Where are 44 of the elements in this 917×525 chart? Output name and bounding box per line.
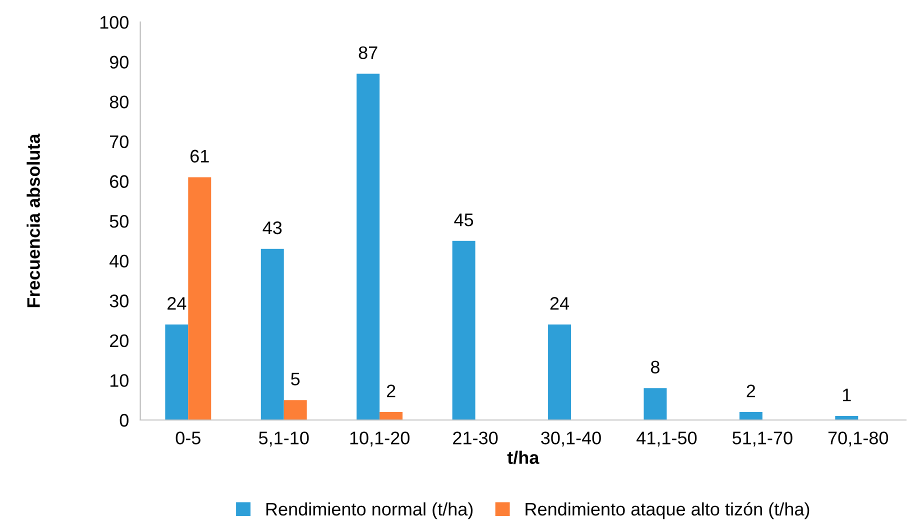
- bar: [260, 248, 284, 420]
- x-tick-label: 21-30: [453, 432, 498, 444]
- x-tick-label: 70,1-80: [828, 432, 888, 447]
- y-tick-label: 80: [110, 96, 128, 108]
- data-label: 87: [358, 46, 378, 60]
- bar: [165, 324, 188, 420]
- y-tick-label: 40: [110, 254, 128, 268]
- bar: [380, 412, 403, 420]
- bar: [188, 177, 212, 420]
- x-tick-label: 0-5: [176, 432, 200, 444]
- data-label: 61: [190, 150, 209, 163]
- y-tick-label: 60: [110, 175, 128, 188]
- y-tick-label: 70: [110, 135, 128, 148]
- y-tick-label: 20: [110, 334, 128, 348]
- x-tick-label: 30,1-40: [541, 432, 601, 447]
- y-tick-label: 10: [110, 374, 128, 387]
- bar: [356, 74, 380, 420]
- x-tick-label: 5,1-10: [258, 432, 309, 447]
- bar: [452, 240, 476, 420]
- legend-label: Rendimiento ataque alto tizón (t/ha): [526, 502, 810, 520]
- data-label: 43: [262, 221, 282, 234]
- data-label: 8: [650, 360, 660, 374]
- y-tick-label: 30: [110, 294, 128, 308]
- data-label: 24: [168, 297, 186, 310]
- bar: [284, 400, 307, 420]
- x-axis-title: t/ha: [507, 450, 540, 464]
- y-tick-label: 90: [110, 56, 128, 69]
- bar: [548, 324, 572, 420]
- legend-label: Rendimiento normal (t/ha): [266, 502, 473, 520]
- data-label: 24: [550, 297, 570, 310]
- bar: [739, 412, 762, 420]
- data-label: 45: [454, 214, 474, 226]
- y-tick-label: 0: [120, 414, 128, 427]
- data-label: 2: [386, 384, 396, 398]
- y-tick-label: 100: [100, 16, 128, 29]
- data-label: 1: [843, 388, 851, 402]
- y-axis-title: Frecuencia absoluta: [26, 134, 40, 308]
- data-label: 5: [291, 372, 300, 386]
- data-label: 2: [746, 384, 756, 398]
- x-tick-label: 41,1-50: [636, 432, 697, 447]
- y-tick-label: 50: [110, 214, 128, 228]
- bar: [644, 388, 667, 420]
- x-tick-label: 51,1-70: [732, 432, 792, 447]
- x-tick-label: 10,1-20: [350, 432, 410, 447]
